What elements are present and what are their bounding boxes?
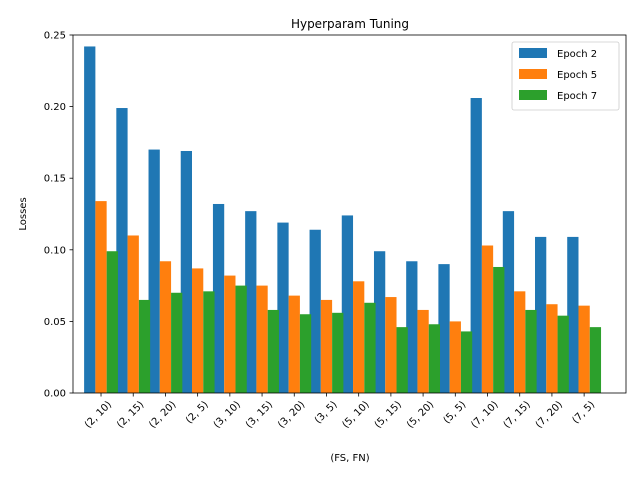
- bar: [385, 297, 397, 393]
- bar: [277, 222, 289, 393]
- x-tick-label: (5, 20): [405, 399, 436, 430]
- bar: [525, 309, 537, 393]
- bar: [332, 312, 344, 393]
- y-tick-label: 0.10: [44, 245, 66, 256]
- bar: [245, 211, 257, 393]
- bar: [159, 261, 172, 393]
- x-tick-label: (7, 10): [469, 399, 500, 430]
- x-tick-label: (2, 20): [147, 399, 178, 430]
- legend-swatch: [519, 48, 547, 58]
- bar: [256, 285, 268, 393]
- x-tick-label: (2, 10): [83, 399, 114, 430]
- bar: [95, 201, 107, 393]
- legend-swatch: [519, 90, 547, 100]
- y-tick-label: 0.25: [44, 31, 66, 42]
- bar: [449, 321, 461, 393]
- x-tick-label: (3, 5): [313, 399, 340, 426]
- x-tick-label: (3, 10): [212, 399, 243, 430]
- bar: [428, 324, 440, 393]
- bars-layer: [84, 46, 602, 394]
- bar: [320, 299, 333, 393]
- chart-title: Hyperparam Tuning: [291, 17, 409, 31]
- bar: [493, 266, 505, 393]
- bar: [235, 285, 247, 393]
- bar: [106, 251, 118, 393]
- x-axis-ticks: (2, 10) (2, 15) (2, 20) (2, 5) (3, 10) (3, 15…: [83, 393, 597, 431]
- bar: [406, 261, 418, 393]
- x-tick-label: (3, 20): [276, 399, 307, 430]
- x-tick-label: (2, 5): [184, 399, 211, 426]
- bar: [438, 264, 450, 393]
- bar: [138, 299, 151, 393]
- bar: [180, 150, 192, 393]
- bar: [148, 149, 160, 393]
- bar: [514, 291, 526, 393]
- bar: [84, 46, 96, 394]
- bar: [353, 281, 365, 393]
- bar: [212, 203, 225, 393]
- bar: [309, 229, 321, 393]
- x-tick-label: (2, 15): [115, 399, 146, 430]
- bar: [396, 327, 408, 393]
- bar: [192, 268, 204, 393]
- bar: [460, 331, 473, 393]
- y-tick-label: 0.15: [44, 174, 66, 185]
- y-tick-label: 0.05: [44, 317, 66, 328]
- bar: [341, 215, 354, 393]
- bar: [567, 236, 579, 393]
- bar: [203, 291, 215, 393]
- y-axis-label: Losses: [18, 197, 29, 230]
- x-tick-label: (5, 5): [442, 399, 469, 426]
- bar: [171, 292, 183, 393]
- bar: [557, 315, 569, 393]
- bar: [417, 309, 429, 393]
- y-tick-label: 0.00: [44, 389, 66, 400]
- x-tick-label: (7, 15): [502, 399, 533, 430]
- bar: [546, 304, 558, 393]
- bar: [535, 236, 547, 393]
- bar: [481, 245, 494, 393]
- x-tick-label: (5, 10): [341, 399, 372, 430]
- legend-swatch: [519, 69, 547, 79]
- bar: [364, 302, 376, 393]
- legend: Epoch 2 Epoch 5 Epoch 7: [511, 41, 620, 111]
- y-axis-ticks: 0.00 0.05 0.10 0.15 0.20 0.25: [44, 31, 73, 400]
- bar: [373, 251, 386, 393]
- legend-label: Epoch 2: [557, 49, 597, 60]
- bar: [502, 211, 515, 393]
- bar: [299, 314, 312, 393]
- bar: [267, 309, 279, 393]
- x-tick-label: (7, 5): [570, 399, 597, 426]
- legend-label: Epoch 5: [557, 70, 597, 81]
- bar: [224, 275, 236, 393]
- bar: [578, 305, 590, 393]
- x-tick-label: (3, 15): [244, 399, 275, 430]
- legend-label: Epoch 7: [557, 91, 597, 102]
- x-tick-label: (7, 20): [534, 399, 565, 430]
- bar: [470, 98, 482, 393]
- bar: [288, 295, 300, 393]
- bar: [116, 108, 128, 393]
- x-tick-label: (5, 15): [373, 399, 404, 430]
- y-tick-label: 0.20: [44, 102, 66, 113]
- x-axis-label: (FS, FN): [330, 453, 369, 464]
- plot-frame: [72, 34, 627, 394]
- bar: [127, 235, 139, 393]
- bar: [589, 327, 602, 393]
